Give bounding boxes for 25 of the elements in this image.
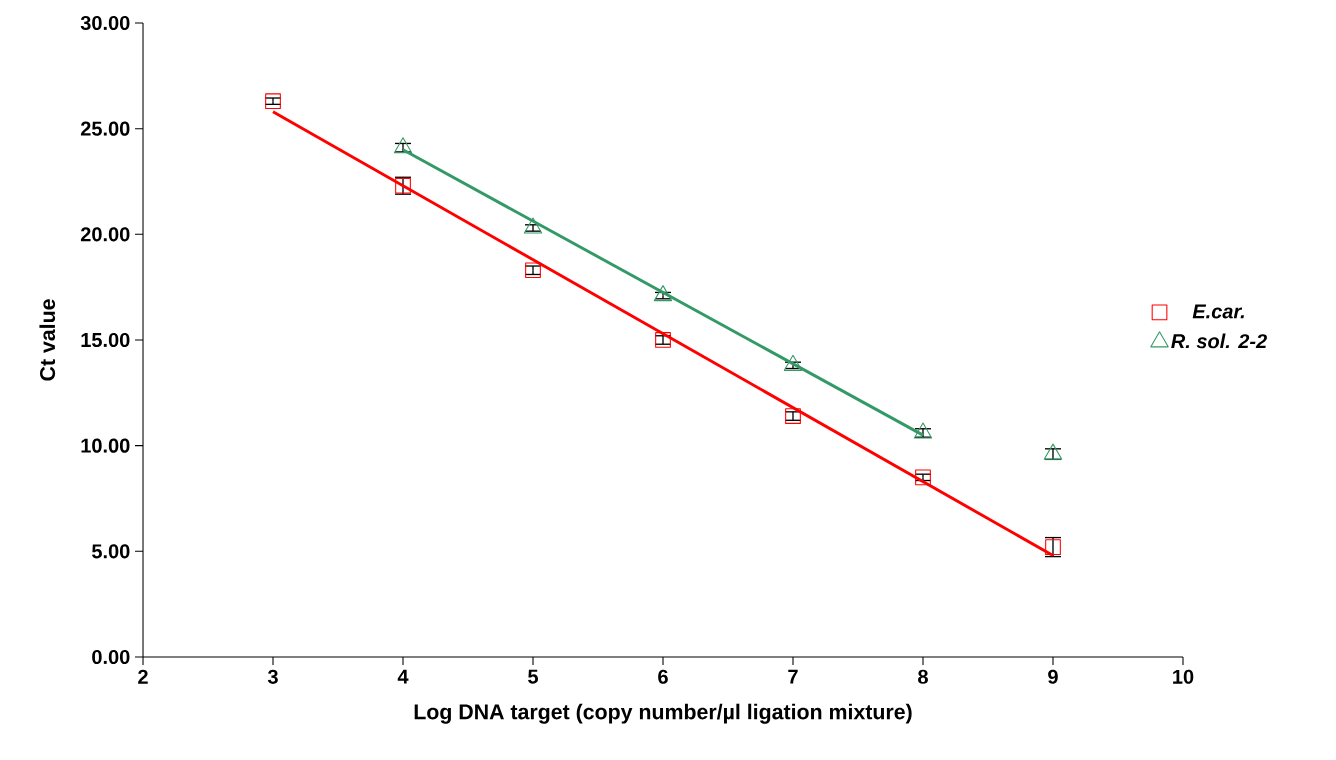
y-tick-label: 30.00 bbox=[80, 15, 130, 31]
x-tick-label: 2 bbox=[138, 669, 148, 684]
y-tick-label: 5.00 bbox=[91, 544, 130, 559]
x-tick-label: 8 bbox=[918, 669, 928, 684]
x-tick-label: 4 bbox=[397, 669, 409, 684]
x-tick-label: 5 bbox=[528, 669, 538, 684]
x-tick-label: 7 bbox=[788, 669, 798, 684]
legend-label: R. sol. 2-2 bbox=[1171, 333, 1267, 349]
y-axis-title: Ct value bbox=[39, 299, 56, 381]
point bbox=[393, 137, 413, 154]
point bbox=[915, 469, 931, 486]
y-tick-label: 20.00 bbox=[80, 227, 130, 242]
y-tick-label: 0.00 bbox=[92, 649, 130, 665]
point bbox=[523, 217, 543, 234]
x-tick-label: 3 bbox=[267, 669, 278, 684]
legend-label: E.car. bbox=[1192, 304, 1244, 319]
y-tick-label: 10.00 bbox=[81, 438, 130, 453]
y-tick-label: 25.00 bbox=[80, 121, 130, 136]
point bbox=[653, 285, 673, 302]
x-tick-label: 10 bbox=[1173, 669, 1194, 684]
x-axis-title: Log DNA target (copy number/µl ligation mixture) bbox=[414, 703, 912, 724]
x-tick-label: 6 bbox=[658, 669, 668, 684]
y-tick-label: 15.00 bbox=[81, 332, 130, 348]
point bbox=[265, 93, 281, 110]
x-tick-label: 9 bbox=[1048, 669, 1058, 684]
